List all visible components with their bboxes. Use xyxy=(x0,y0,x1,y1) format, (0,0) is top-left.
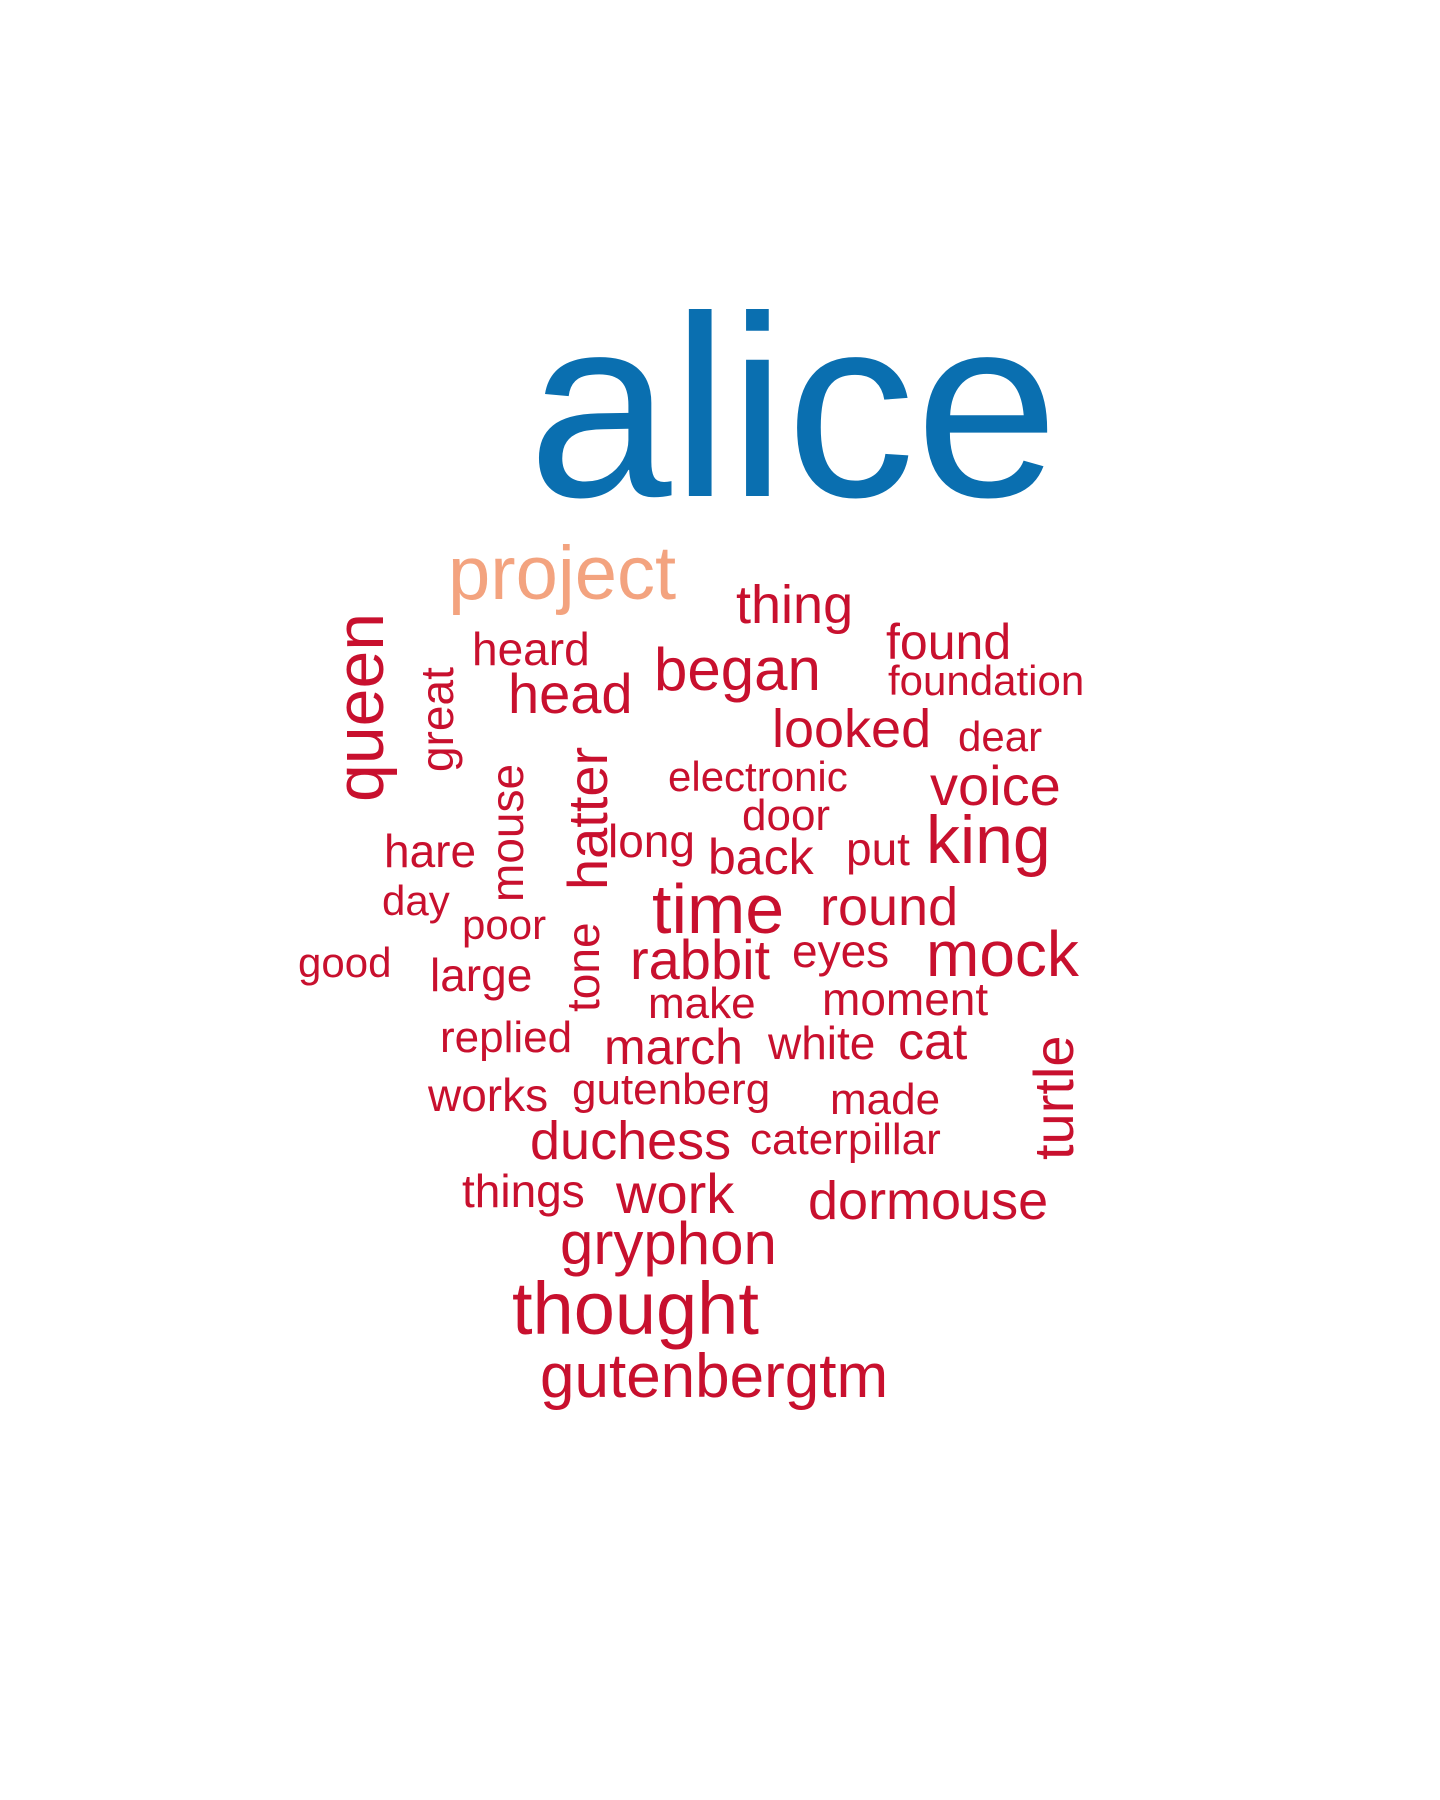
word-work: work xyxy=(616,1162,735,1225)
word-found: found xyxy=(886,614,1012,670)
word-caterpillar: caterpillar xyxy=(750,1115,941,1164)
word-moment: moment xyxy=(822,973,989,1025)
word-round: round xyxy=(820,877,959,937)
word-dear: dear xyxy=(958,713,1043,760)
word-duchess: duchess xyxy=(530,1111,732,1171)
word-dormouse: dormouse xyxy=(808,1171,1049,1231)
word-works: works xyxy=(428,1069,549,1121)
word-rabbit: rabbit xyxy=(630,928,771,991)
word-white: white xyxy=(768,1017,876,1069)
word-mouse: mouse xyxy=(481,763,533,902)
word-mock: mock xyxy=(926,918,1079,990)
word-cat: cat xyxy=(898,1013,968,1071)
word-good: good xyxy=(298,939,392,986)
word-day: day xyxy=(382,877,450,924)
word-time: time xyxy=(652,870,785,948)
word-heard: heard xyxy=(472,623,590,675)
word-march: march xyxy=(604,1019,743,1075)
word-began: began xyxy=(654,636,821,703)
word-gutenberg: gutenberg xyxy=(572,1065,771,1114)
word-poor: poor xyxy=(462,901,547,948)
word-hare: hare xyxy=(384,825,477,877)
word-tone: tone xyxy=(557,922,609,1012)
word-head: head xyxy=(508,662,633,725)
word-great: great xyxy=(411,667,463,772)
word-turtle: turtle xyxy=(1022,1035,1085,1161)
word-gryphon: gryphon xyxy=(560,1210,777,1277)
word-gutenbergtm: gutenbergtm xyxy=(540,1342,889,1411)
word-thought: thought xyxy=(512,1267,759,1350)
word-things: things xyxy=(462,1165,585,1217)
word-put: put xyxy=(846,823,910,875)
word-back: back xyxy=(708,829,814,885)
word-voice: voice xyxy=(930,754,1061,817)
word-large: large xyxy=(430,949,533,1001)
word-thing: thing xyxy=(736,575,854,635)
word-queen: queen xyxy=(322,612,398,802)
word-king: king xyxy=(926,802,1051,878)
word-alice: alice xyxy=(528,262,1059,551)
word-replied: replied xyxy=(440,1013,573,1062)
word-looked: looked xyxy=(772,699,932,759)
word-electronic: electronic xyxy=(668,753,848,800)
word-make: make xyxy=(648,979,756,1028)
word-long: long xyxy=(608,815,695,867)
word-made: made xyxy=(830,1075,941,1124)
word-door: door xyxy=(742,791,831,840)
word-foundation: foundation xyxy=(888,657,1085,704)
word-eyes: eyes xyxy=(792,925,890,977)
word-project: project xyxy=(448,531,677,616)
